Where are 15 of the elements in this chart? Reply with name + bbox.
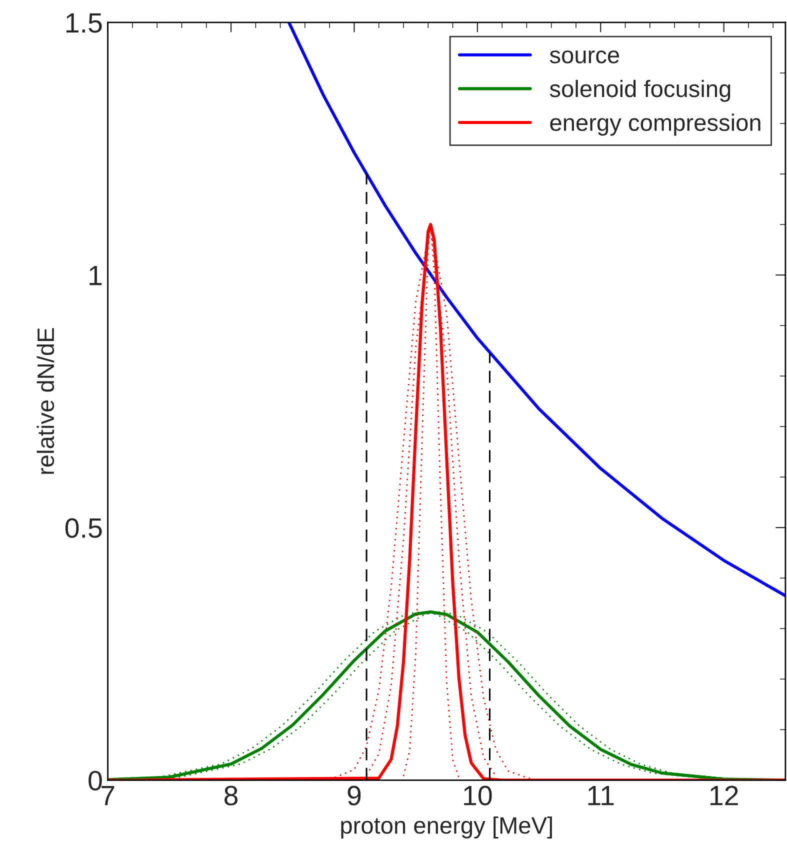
legend-label: energy compression	[550, 114, 760, 136]
legend-label: solenoid focusing	[550, 80, 730, 102]
y-tick-label: 0	[88, 770, 102, 790]
y-tick-label: 1.5	[66, 13, 102, 33]
x-tick-label: 9	[348, 786, 361, 806]
x-tick-label: 12	[710, 786, 738, 806]
y-axis-title: relative dN/dE	[36, 328, 54, 474]
x-tick-label: 7	[102, 786, 114, 806]
y-tick-label: 1	[90, 266, 102, 286]
x-tick-label: 11	[588, 786, 614, 806]
x-tick-label: 10	[464, 786, 492, 806]
legend-label: source	[550, 50, 620, 64]
x-tick-label: 8	[224, 786, 238, 806]
x-axis-title: proton energy [MeV]	[341, 816, 552, 838]
y-tick-label: 0.5	[65, 518, 102, 538]
